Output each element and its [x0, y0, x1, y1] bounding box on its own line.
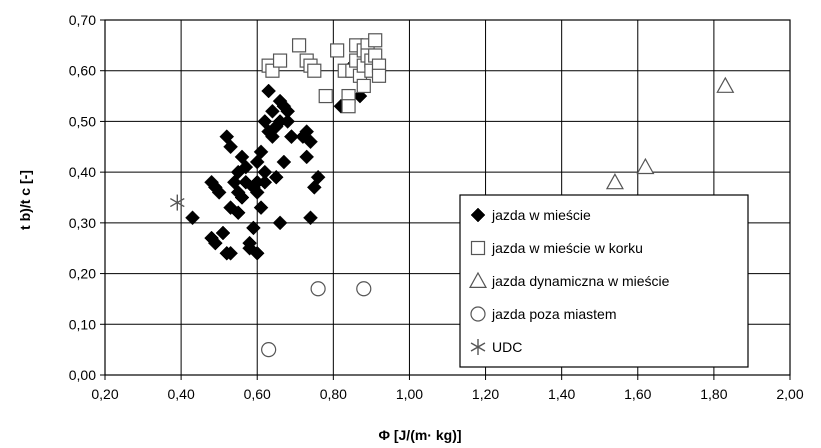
legend-box — [459, 194, 749, 368]
data-point — [234, 190, 250, 205]
legend-marker — [470, 240, 486, 256]
data-point — [230, 205, 246, 221]
series-square — [261, 33, 387, 114]
x-tick-label: 0,20 — [91, 386, 118, 402]
data-point — [265, 103, 280, 119]
legend-marker — [468, 271, 488, 288]
data-point — [249, 185, 265, 200]
data-point — [371, 68, 387, 83]
data-point — [318, 88, 333, 104]
data-point — [257, 174, 273, 190]
legend-marker — [470, 207, 486, 223]
y-tick-label: 0,20 — [69, 266, 96, 282]
data-point — [284, 129, 299, 144]
data-point — [253, 200, 269, 215]
data-points — [169, 33, 735, 358]
legend: jazda w mieście jazda w mieście w korku ja… — [459, 194, 749, 368]
x-tick-label: 0,40 — [167, 386, 194, 402]
legend-marker — [470, 306, 486, 322]
data-point — [330, 43, 345, 58]
axes — [100, 19, 791, 380]
x-tick-label: 0,60 — [244, 386, 271, 402]
data-point — [249, 245, 265, 261]
data-point — [356, 78, 371, 94]
x-tick-label: 1,20 — [472, 386, 499, 402]
x-tick-label: 2,00 — [776, 386, 803, 402]
data-point — [310, 281, 326, 297]
y-tick-label: 0,40 — [69, 164, 96, 180]
x-tick-label: 1,80 — [700, 386, 727, 402]
data-point — [716, 76, 735, 93]
data-point — [299, 149, 315, 165]
legend-label: jazda w mieście — [491, 207, 591, 223]
y-axis-label: t b)/t c [-] — [17, 170, 33, 230]
data-point — [636, 157, 655, 175]
data-point — [223, 245, 238, 261]
x-axis-label: Φ [J/(m· kg)] — [378, 427, 461, 443]
x-tick-label: 1,00 — [396, 386, 423, 402]
legend-label: jazda poza miastem — [491, 306, 617, 322]
y-tick-label: 0,60 — [69, 63, 96, 79]
data-point — [272, 53, 288, 68]
plot-border — [104, 19, 791, 376]
x-tick-labels: 0,20 0,40 0,60 0,80 1,00 1,20 1,40 1,60 1,80 2,00 — [91, 386, 803, 402]
data-point — [268, 169, 284, 185]
legend-label: UDC — [492, 339, 522, 355]
data-point — [169, 194, 185, 211]
data-point — [291, 38, 307, 53]
data-point — [242, 235, 257, 251]
y-tick-label: 0,50 — [69, 113, 96, 129]
data-point — [238, 159, 254, 175]
y-tick-label: 0,00 — [69, 367, 96, 383]
data-point — [257, 164, 273, 180]
data-point — [368, 33, 383, 48]
data-point — [223, 139, 238, 155]
data-point — [303, 210, 318, 226]
data-point — [341, 99, 356, 114]
data-point — [261, 83, 276, 99]
series-star — [169, 194, 185, 211]
series-circle — [261, 281, 372, 358]
data-point — [185, 210, 200, 226]
series-triangle — [605, 76, 735, 190]
data-point — [310, 169, 326, 185]
data-point — [246, 220, 261, 236]
legend-label: jazda w mieście w korku — [491, 240, 643, 256]
data-point — [253, 144, 269, 160]
data-point — [276, 154, 292, 170]
data-point — [211, 185, 227, 200]
series-diamond — [185, 58, 368, 261]
legend-marker — [470, 339, 486, 355]
data-point — [208, 235, 223, 251]
data-point — [307, 63, 322, 78]
y-tick-label: 0,10 — [69, 316, 96, 332]
y-tick-label: 0,70 — [69, 12, 96, 28]
data-point — [272, 215, 288, 231]
x-tick-label: 0,80 — [320, 386, 347, 402]
data-point — [605, 173, 624, 190]
data-point — [215, 225, 231, 241]
data-point — [356, 281, 372, 297]
x-tick-label: 1,40 — [548, 386, 575, 402]
y-tick-labels: 0,00 0,10 0,20 0,30 0,40 0,50 0,60 0,70 — [69, 12, 96, 383]
data-point — [303, 134, 318, 150]
data-point — [280, 114, 296, 129]
data-point — [261, 342, 277, 358]
y-tick-label: 0,30 — [69, 215, 96, 231]
x-tick-label: 1,60 — [624, 386, 651, 402]
legend-label: jazda dynamiczna w mieście — [491, 273, 670, 289]
